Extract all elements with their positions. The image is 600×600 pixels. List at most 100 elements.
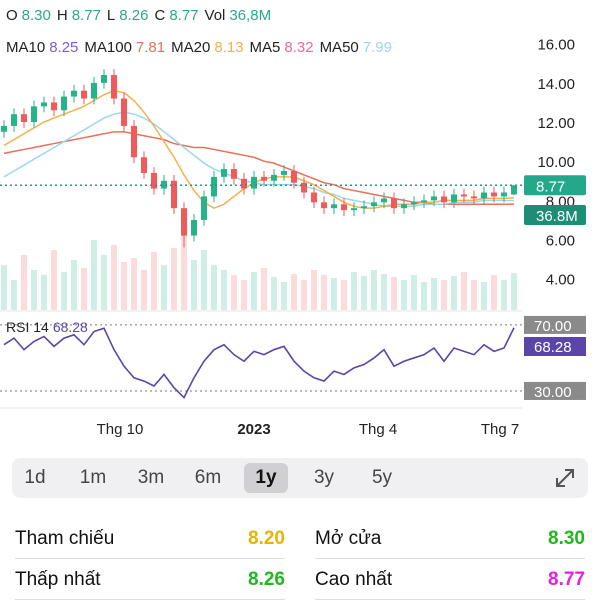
- volume-bar: [431, 278, 437, 310]
- candle-body: [71, 90, 77, 97]
- candle-body: [311, 192, 317, 203]
- candle-body: [101, 75, 107, 83]
- candle-body: [391, 198, 397, 209]
- rsi-level-tag: [524, 315, 586, 334]
- x-tick-label: Thg 10: [97, 421, 144, 438]
- candle-body: [11, 114, 17, 126]
- ohlc-value: 8.77: [169, 7, 198, 24]
- volume-bar: [391, 277, 397, 310]
- range-button[interactable]: 1y: [244, 463, 288, 493]
- ma-line: [3, 111, 515, 207]
- rsi-tag: [524, 337, 586, 356]
- volume-bar: [341, 280, 347, 310]
- volume-bar: [41, 275, 47, 310]
- ohlc-legend: O 8.30 H 8.77 L 8.26 C 8.77 Vol 36,8M: [6, 7, 271, 24]
- volume-tag: [524, 205, 586, 225]
- ma-label: MA20: [171, 39, 210, 56]
- volume-bar: [441, 280, 447, 310]
- volume-bar: [241, 280, 247, 310]
- range-bar: 1d 1m 3m 6m 1y 3y 5y: [12, 458, 588, 498]
- candle-body: [171, 180, 177, 209]
- candle-body: [31, 106, 37, 123]
- stat-label: Tham chiếu: [15, 528, 115, 549]
- candle-body: [431, 196, 437, 201]
- expand-icon[interactable]: [553, 466, 577, 490]
- stat-label: Thấp nhất: [15, 569, 101, 590]
- volume-bar: [421, 282, 427, 310]
- candle-body: [141, 157, 147, 173]
- candle-body: [181, 208, 187, 236]
- candle-body: [321, 202, 327, 209]
- y-tick-label: 12.00: [537, 115, 575, 132]
- volume-bar: [321, 275, 327, 310]
- candle-body: [331, 204, 337, 209]
- volume-bar: [401, 280, 407, 310]
- range-button[interactable]: 3m: [137, 467, 165, 488]
- candle-body: [81, 90, 87, 99]
- last-price-tag: [524, 175, 586, 196]
- ohlc-value: 8.26: [119, 7, 148, 24]
- volume-bar: [381, 274, 387, 310]
- ohlc-label: C: [154, 7, 165, 24]
- stat-value: 8.77: [548, 569, 585, 590]
- rsi-line: [3, 327, 515, 399]
- ma-value: 7.99: [363, 39, 392, 56]
- candle-body: [1, 125, 7, 132]
- candle-body: [241, 178, 247, 189]
- ohlc-label: Vol: [205, 7, 226, 24]
- chart: Thg 10 2023 Thg 4 Thg 7 O 8.30 H 8.77 L 8.26 C 8.7…: [0, 7, 586, 438]
- candle-body: [381, 198, 387, 203]
- volume-bar: [301, 280, 307, 310]
- rsi-value: 68.28: [53, 319, 88, 335]
- candle-body: [471, 196, 477, 199]
- y-tick-label: 14.00: [537, 76, 575, 93]
- volume-bar: [481, 282, 487, 310]
- rsi-level-label: 70.00: [534, 318, 572, 335]
- volume-bar: [71, 260, 77, 310]
- volume-bar: [451, 276, 457, 310]
- candle-body: [191, 219, 197, 236]
- candle-body: [201, 196, 207, 220]
- volume-bar: [351, 272, 357, 310]
- candle-body: [261, 176, 267, 181]
- volume-bar: [281, 282, 287, 310]
- volume-bar: [51, 250, 57, 310]
- range-button[interactable]: 3y: [313, 467, 335, 488]
- range-button[interactable]: 6m: [194, 467, 222, 488]
- volume-bar: [131, 258, 137, 310]
- candle-body: [491, 192, 497, 197]
- stat-label: Mở cửa: [315, 528, 382, 549]
- ma-line: [3, 131, 515, 206]
- candle-body: [441, 196, 447, 203]
- stat-row: Thấp nhất 8.26: [15, 559, 285, 600]
- volume-bar: [1, 265, 7, 310]
- rsi-level-tag: [524, 381, 586, 400]
- volume-label: 36.8M: [536, 208, 578, 225]
- candle-body: [211, 176, 217, 197]
- volume-bar: [491, 275, 497, 310]
- volume-bar: [11, 280, 17, 310]
- ohlc-value: 8.30: [22, 7, 51, 24]
- ma-legend: MA10 8.25 MA100 7.81 MA20 8.13 MA5 8.32 MA50 7.99: [6, 39, 392, 56]
- candle-body: [461, 194, 467, 197]
- volume-bar: [361, 276, 367, 310]
- volume-bar: [91, 240, 97, 310]
- volume-bar: [81, 268, 87, 310]
- candle-body: [131, 125, 137, 158]
- ma-label: MA5: [250, 39, 281, 56]
- range-button[interactable]: 1m: [79, 467, 107, 488]
- candle-body: [511, 185, 517, 195]
- range-button[interactable]: 5y: [371, 467, 393, 488]
- ohlc-label: O: [6, 7, 18, 24]
- candle-body: [361, 206, 367, 209]
- volume-bar: [231, 275, 237, 310]
- candle-body: [481, 192, 487, 199]
- volume-bar: [261, 268, 267, 310]
- ma-value: 7.81: [136, 39, 165, 56]
- volume-bar: [411, 275, 417, 310]
- rsi-legend: RSI 14 68.28: [6, 319, 88, 335]
- volume-bar: [21, 255, 27, 310]
- range-button[interactable]: 1d: [24, 467, 46, 488]
- candle-body: [271, 174, 277, 181]
